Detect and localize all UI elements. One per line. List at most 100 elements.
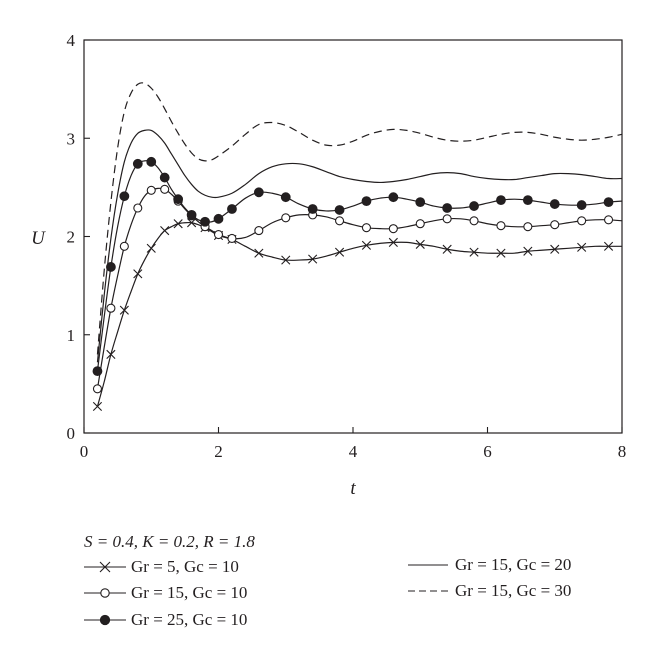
data-point-marker	[442, 244, 452, 254]
x-tick-label: 8	[618, 442, 627, 461]
legend-swatch-gr15-gc10	[84, 588, 126, 598]
legend-label-gr15-gc30: Gr = 15, Gc = 30	[455, 581, 572, 600]
param-k: K = 0.2,	[142, 532, 200, 551]
data-point-marker	[549, 199, 560, 209]
data-point-marker	[187, 218, 197, 228]
series-line	[96, 129, 623, 363]
data-point-marker	[334, 216, 345, 226]
data-point-marker	[92, 401, 103, 412]
data-point-marker	[523, 222, 533, 232]
data-point-marker	[186, 209, 197, 220]
data-point-marker	[213, 229, 224, 240]
data-point-marker	[388, 224, 398, 234]
y-tick-label: 1	[67, 326, 76, 345]
parameters-line: S = 0.4, K = 0.2, R = 1.8	[84, 532, 255, 552]
series-1	[92, 184, 623, 394]
param-s: S = 0.4,	[84, 532, 138, 551]
data-point-marker	[469, 247, 479, 257]
series-line	[96, 82, 623, 355]
data-point-marker	[496, 248, 506, 258]
legend-label-gr15-gc10: Gr = 15, Gc = 10	[131, 583, 248, 602]
data-point-marker	[388, 192, 399, 203]
data-point-marker	[577, 242, 587, 252]
data-point-marker	[307, 204, 318, 214]
series-layer	[92, 82, 623, 412]
x-tick-label: 2	[214, 442, 223, 461]
data-point-marker	[361, 196, 372, 207]
data-point-marker	[603, 215, 614, 225]
data-point-marker	[92, 384, 102, 394]
data-point-marker	[334, 205, 345, 215]
x-tick-label: 6	[483, 442, 492, 461]
data-point-marker	[522, 195, 533, 206]
data-point-marker	[227, 233, 237, 244]
data-point-marker	[119, 305, 129, 315]
data-point-marker	[160, 226, 170, 236]
data-point-marker	[550, 244, 560, 254]
y-axis-title: U	[31, 228, 46, 249]
plot-area-frame	[83, 39, 623, 434]
y-tick-label: 3	[67, 129, 76, 148]
data-point-marker	[550, 220, 560, 230]
series-line	[96, 187, 623, 389]
x-axis-title: t	[350, 478, 356, 499]
data-point-marker	[133, 203, 143, 213]
data-point-marker	[227, 204, 237, 214]
data-point-marker	[415, 219, 425, 229]
data-point-marker	[334, 247, 345, 257]
data-point-marker	[577, 216, 587, 226]
series-0	[92, 218, 622, 412]
data-point-marker	[442, 203, 453, 213]
tick-layer: 0 2 4 6 8 0 1 2 3 4	[67, 31, 627, 461]
data-point-marker	[146, 156, 157, 167]
legend-label-gr25: Gr = 25, Gc = 10	[131, 610, 248, 629]
data-point-marker	[388, 237, 398, 247]
data-point-marker	[173, 219, 183, 229]
data-point-marker	[159, 172, 170, 183]
legend-swatch-gr15-gc30	[408, 590, 448, 592]
data-point-marker	[213, 213, 224, 224]
data-point-marker	[281, 255, 291, 265]
data-point-marker	[106, 303, 116, 313]
data-point-marker	[361, 240, 372, 250]
y-tick-label: 2	[67, 228, 76, 247]
data-point-marker	[442, 214, 452, 224]
data-point-marker	[308, 254, 318, 264]
series-line	[96, 221, 622, 407]
data-point-marker	[253, 187, 264, 198]
data-point-marker	[415, 197, 426, 208]
data-point-marker	[603, 241, 614, 251]
x-tick-label: 0	[80, 442, 89, 461]
legend-swatch-gr25	[84, 614, 126, 626]
data-point-marker	[106, 349, 116, 359]
param-r: R = 1.8	[203, 532, 255, 551]
data-point-marker	[119, 191, 130, 202]
data-point-marker	[132, 158, 143, 169]
series-2	[92, 156, 623, 377]
data-point-marker	[523, 246, 533, 256]
data-point-marker	[361, 223, 372, 233]
data-point-marker	[146, 243, 156, 253]
data-point-marker	[496, 195, 506, 206]
data-point-marker	[106, 262, 116, 272]
data-point-marker	[415, 239, 425, 249]
data-point-marker	[469, 216, 479, 226]
data-point-marker	[254, 226, 264, 236]
y-tick-label: 4	[67, 31, 76, 50]
legend-label-gr15-gc20: Gr = 15, Gc = 20	[455, 555, 572, 574]
series-3	[96, 129, 623, 363]
data-point-marker	[576, 200, 587, 210]
legend-swatch-gr15-gc20	[408, 564, 448, 566]
data-point-marker	[200, 216, 210, 227]
legend-label-gr5: Gr = 5, Gc = 10	[131, 557, 239, 576]
data-point-marker	[173, 194, 184, 205]
y-tick-label: 0	[67, 424, 76, 443]
series-4	[96, 82, 623, 355]
data-point-marker	[603, 197, 614, 208]
data-point-marker	[469, 201, 479, 211]
data-point-marker	[133, 269, 143, 279]
data-point-marker	[146, 185, 156, 195]
x-tick-label: 4	[349, 442, 358, 461]
data-point-marker	[280, 192, 291, 203]
